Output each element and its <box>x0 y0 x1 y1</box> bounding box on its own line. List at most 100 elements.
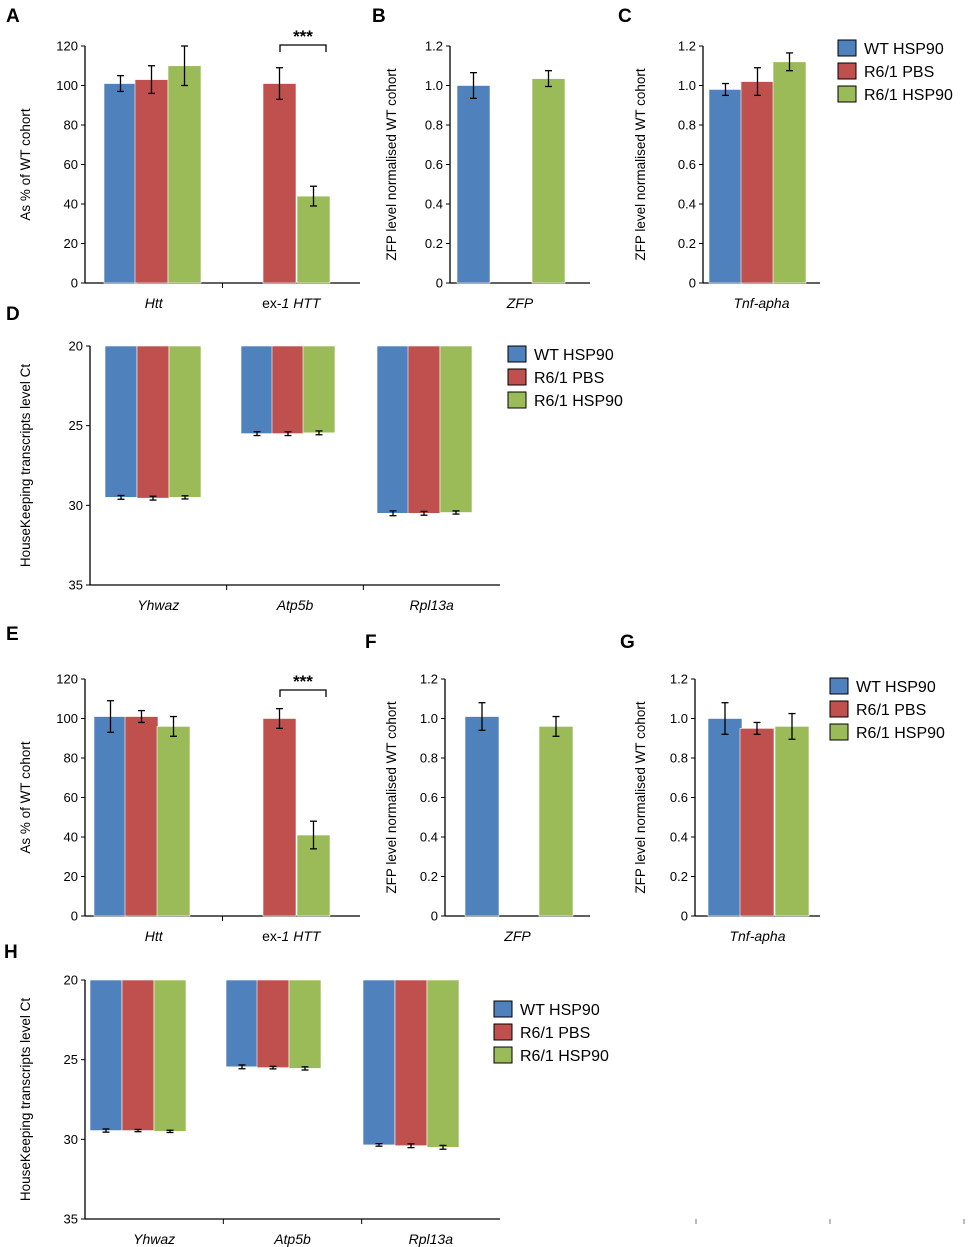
x-category-label: Tnf-apha <box>733 295 789 311</box>
legend-label: WT HSP90 <box>856 679 936 696</box>
x-category-prefix: ex- <box>262 295 282 311</box>
y-tick-label: 120 <box>56 672 78 687</box>
x-category-name: Rpl13a <box>409 597 454 613</box>
y-tick-label: 0 <box>431 909 438 924</box>
y-tick-label: 0.8 <box>425 118 443 133</box>
bar <box>708 89 743 284</box>
y-tick-label: 0 <box>71 909 78 924</box>
legend-swatch <box>829 677 849 695</box>
legend-label: R6/1 HSP90 <box>520 1048 609 1065</box>
y-tick-label: 0.4 <box>425 197 443 212</box>
chart-panel-h: H 20 25 30 35 HouseKeeping transcripts level … <box>4 942 500 1247</box>
x-category-label: Tnf-apha <box>729 928 785 944</box>
y-tick-label: 1.2 <box>425 39 443 54</box>
y-tick-label: 0.6 <box>678 157 696 172</box>
legend-swatch <box>837 62 857 80</box>
panel-letter: E <box>6 624 19 645</box>
legend-swatch <box>829 700 849 718</box>
bar <box>89 979 123 1131</box>
x-category-name: Yhwaz <box>133 1231 175 1247</box>
significance-label: *** <box>293 672 313 691</box>
chart-panel-g: G 0 0.2 0.4 0.6 0.8 1.0 1.2 ZFP level normalised… <box>620 632 820 944</box>
x-category-name: 1 HTT <box>282 295 322 311</box>
y-tick-label: 0.8 <box>420 751 438 766</box>
y-axis-label: As % of WT cohort <box>18 108 33 221</box>
x-category-label: ZFP <box>503 928 531 944</box>
bar <box>362 979 396 1146</box>
bar <box>240 345 274 434</box>
panel-letter: F <box>365 632 377 653</box>
y-tick-label: 0.2 <box>425 236 443 251</box>
y-tick-label: 30 <box>69 498 83 513</box>
chart-panel-e: E 0 20 40 60 80 100 120 As % of WT cohort Htt ex-1… <box>6 624 360 944</box>
x-category-label: Atp5b <box>276 597 314 613</box>
y-axis-label: ZFP level normalised WT cohort <box>633 68 648 261</box>
legend-swatch <box>493 1000 513 1018</box>
legend-label: R6/1 HSP90 <box>864 87 953 104</box>
y-tick-label: 0 <box>436 276 443 291</box>
y-tick-label: 0.4 <box>420 830 438 845</box>
legend-swatch <box>837 85 857 103</box>
bar <box>262 718 297 917</box>
bar <box>153 979 187 1132</box>
bar <box>93 716 128 917</box>
chart-panel-b: B 0 0.2 0.4 0.6 0.8 1.0 1.2 ZFP level normalised… <box>372 6 590 311</box>
x-category-label: Atp5b <box>273 1231 311 1247</box>
panel-letter: G <box>620 632 635 653</box>
legend-label: R6/1 PBS <box>520 1025 590 1042</box>
y-tick-label: 20 <box>64 869 78 884</box>
legend-swatch <box>507 391 527 409</box>
legend-label: R6/1 PBS <box>864 64 934 81</box>
y-tick-label: 0 <box>689 276 696 291</box>
bar <box>740 81 775 284</box>
y-axis-label: HouseKeeping transcripts level Ct <box>18 998 33 1202</box>
y-axis-label: ZFP level normalised WT cohort <box>384 68 399 261</box>
y-tick-label: 60 <box>64 157 78 172</box>
bar <box>103 83 138 284</box>
x-category-name: Htt <box>145 928 164 944</box>
legend-label: R6/1 HSP90 <box>856 725 945 742</box>
y-tick-label: 0.6 <box>425 157 443 172</box>
chart-panel-a: A 0 20 40 60 80 100 120 As % of WT cohort Htt ex-1… <box>6 6 360 311</box>
bar <box>439 345 473 513</box>
y-tick-label: 80 <box>64 118 78 133</box>
legend: WT HSP90 R6/1 PBS R6/1 HSP90 <box>837 39 953 104</box>
chart-panel-c: C 0 0.2 0.4 0.6 0.8 1.0 1.2 ZFP level normalised… <box>618 6 820 311</box>
bar <box>104 345 138 498</box>
legend-swatch <box>837 39 857 57</box>
y-axis-label: ZFP level normalised WT cohort <box>633 701 648 894</box>
x-category-label: Rpl13a <box>409 597 454 613</box>
x-category-label: ZFP <box>506 295 534 311</box>
y-tick-label: 0.8 <box>670 751 688 766</box>
x-category-name: Htt <box>145 295 164 311</box>
y-tick-label: 0.6 <box>420 790 438 805</box>
x-category-label: Yhwaz <box>137 597 179 613</box>
legend-label: R6/1 PBS <box>856 702 926 719</box>
bar <box>302 345 336 434</box>
x-category-name: ZFP <box>503 928 531 944</box>
y-tick-label: 100 <box>56 711 78 726</box>
bar <box>772 61 807 284</box>
x-category-prefix: ex- <box>262 928 282 944</box>
significance-bracket <box>279 44 327 52</box>
bar <box>464 716 500 917</box>
y-tick-label: 25 <box>64 1052 78 1067</box>
chart-panel-d: D 20 25 30 35 HouseKeeping transcripts level … <box>6 304 500 613</box>
bar <box>739 728 775 917</box>
x-category-label: ex-1 HTT <box>262 928 322 944</box>
y-tick-label: 25 <box>69 418 83 433</box>
x-category-name: Atp5b <box>276 597 314 613</box>
bar <box>531 78 566 284</box>
bar <box>121 979 155 1131</box>
panel-letter: H <box>4 942 18 963</box>
y-tick-label: 1.2 <box>678 39 696 54</box>
bar <box>394 979 428 1147</box>
legend-label: R6/1 HSP90 <box>534 393 623 410</box>
bar <box>707 718 743 917</box>
bar <box>167 65 202 284</box>
x-category-name: Tnf-apha <box>733 295 789 311</box>
y-tick-label: 120 <box>56 39 78 54</box>
chart-panel-f: F 0 0.2 0.4 0.6 0.8 1.0 1.2 ZFP level normalised… <box>365 632 590 944</box>
y-tick-label: 1.0 <box>420 711 438 726</box>
bar <box>426 979 460 1148</box>
